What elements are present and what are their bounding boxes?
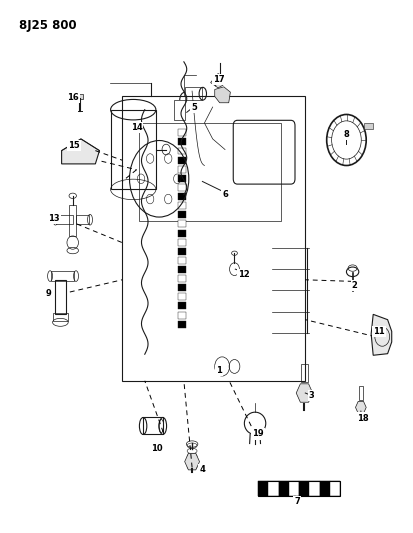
Bar bbox=[143, 417, 163, 434]
Bar bbox=[178, 139, 185, 146]
Polygon shape bbox=[215, 87, 230, 103]
Bar bbox=[51, 271, 74, 281]
Bar bbox=[111, 110, 156, 189]
Bar bbox=[330, 481, 340, 496]
Bar bbox=[122, 96, 305, 381]
Text: 18: 18 bbox=[357, 414, 369, 423]
Text: 2: 2 bbox=[352, 280, 358, 289]
Text: 12: 12 bbox=[237, 270, 249, 279]
Bar bbox=[178, 184, 185, 191]
Polygon shape bbox=[296, 384, 313, 402]
Text: 7: 7 bbox=[294, 497, 300, 506]
Bar bbox=[268, 481, 278, 496]
Bar bbox=[178, 130, 185, 136]
Bar bbox=[56, 215, 73, 224]
Text: 1: 1 bbox=[216, 366, 222, 375]
Bar bbox=[309, 481, 320, 496]
Bar bbox=[178, 175, 185, 182]
Bar bbox=[178, 239, 185, 246]
Text: 8: 8 bbox=[344, 130, 349, 139]
Bar bbox=[76, 215, 89, 224]
Text: 6: 6 bbox=[222, 190, 228, 199]
Bar bbox=[178, 312, 185, 319]
Bar bbox=[178, 284, 185, 291]
Bar bbox=[139, 123, 280, 221]
Polygon shape bbox=[211, 74, 223, 88]
Bar bbox=[178, 166, 185, 173]
Bar bbox=[174, 100, 185, 120]
Bar bbox=[76, 94, 83, 99]
Bar bbox=[258, 481, 268, 496]
Bar bbox=[258, 481, 340, 496]
Text: 13: 13 bbox=[48, 214, 60, 223]
Bar bbox=[301, 364, 308, 382]
Text: 10: 10 bbox=[151, 444, 163, 453]
Bar bbox=[55, 280, 66, 314]
Text: 16: 16 bbox=[67, 93, 78, 102]
Polygon shape bbox=[185, 453, 199, 470]
Bar bbox=[278, 481, 289, 496]
Bar bbox=[359, 385, 363, 400]
Text: 11: 11 bbox=[373, 327, 385, 336]
Bar bbox=[364, 123, 373, 130]
Bar bbox=[178, 321, 185, 328]
Polygon shape bbox=[371, 314, 392, 356]
Bar bbox=[178, 148, 185, 155]
Bar bbox=[69, 205, 76, 236]
Bar bbox=[178, 230, 185, 237]
Bar bbox=[53, 313, 68, 321]
Text: 15: 15 bbox=[68, 141, 80, 150]
Bar bbox=[178, 303, 185, 310]
Bar bbox=[178, 157, 185, 164]
Polygon shape bbox=[356, 401, 366, 414]
Text: 5: 5 bbox=[191, 102, 197, 111]
Bar bbox=[178, 248, 185, 255]
Bar bbox=[178, 221, 185, 228]
Text: 8J25 800: 8J25 800 bbox=[19, 19, 77, 33]
Bar bbox=[178, 275, 185, 282]
Bar bbox=[178, 266, 185, 273]
Bar bbox=[178, 293, 185, 300]
Bar bbox=[320, 481, 330, 496]
Text: 17: 17 bbox=[213, 75, 225, 84]
Text: 3: 3 bbox=[309, 391, 314, 400]
Bar bbox=[178, 193, 185, 200]
Text: 14: 14 bbox=[131, 123, 142, 132]
Text: 4: 4 bbox=[199, 465, 205, 474]
Bar bbox=[289, 481, 299, 496]
Text: 19: 19 bbox=[252, 430, 264, 439]
Text: 9: 9 bbox=[45, 288, 51, 297]
Bar bbox=[178, 202, 185, 209]
Polygon shape bbox=[62, 139, 100, 164]
Bar bbox=[185, 87, 202, 100]
Bar bbox=[178, 212, 185, 219]
Bar bbox=[299, 481, 309, 496]
Bar bbox=[178, 257, 185, 264]
